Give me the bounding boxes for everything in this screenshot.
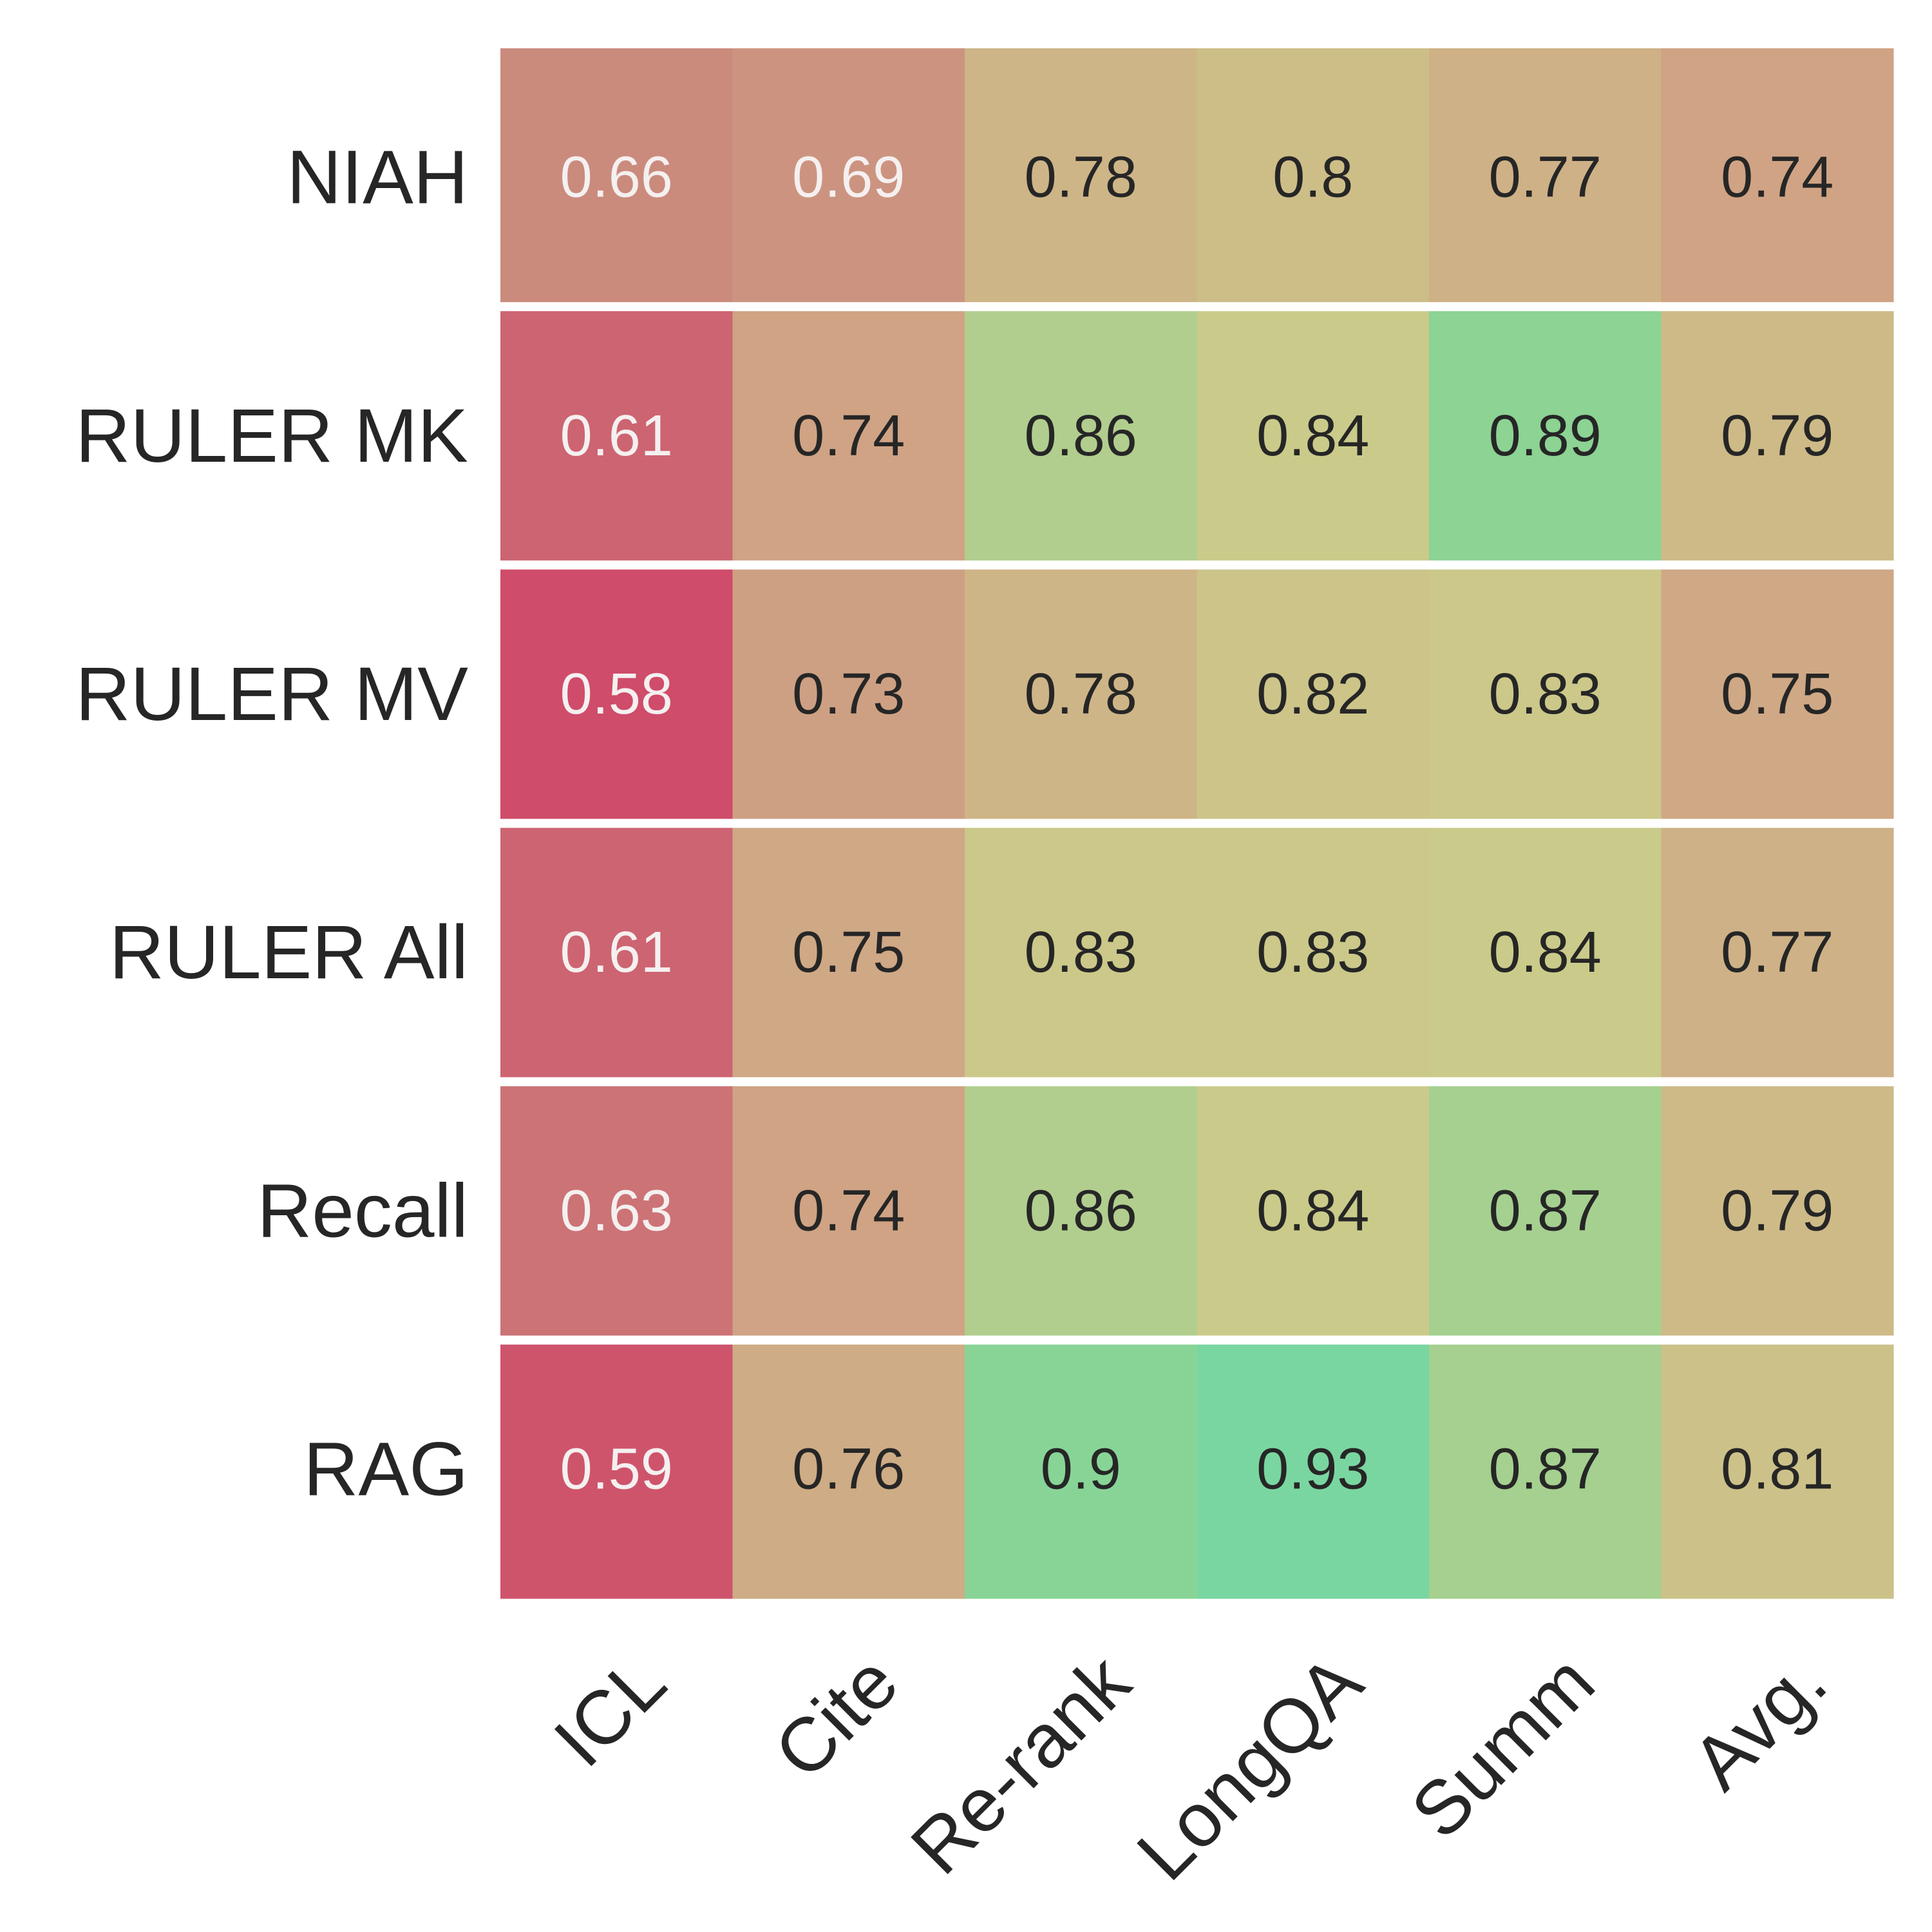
y-tick-label: RULER All bbox=[109, 910, 468, 995]
heatmap-cell-value: 0.69 bbox=[792, 146, 905, 210]
heatmap-cell bbox=[1197, 48, 1430, 307]
heatmap-cell bbox=[1197, 823, 1430, 1083]
heatmap-cell bbox=[500, 823, 734, 1083]
row-separator bbox=[499, 1335, 1895, 1345]
heatmap-cell bbox=[732, 823, 965, 1083]
heatmap-cell-value: 0.86 bbox=[1025, 404, 1137, 468]
heatmap-cell-value: 0.58 bbox=[560, 662, 673, 726]
heatmap-cell-value: 0.75 bbox=[792, 920, 905, 985]
heatmap-cell bbox=[965, 565, 1198, 824]
row-separators bbox=[499, 302, 1895, 1345]
heatmap-cell-value: 0.77 bbox=[1721, 920, 1833, 985]
y-tick-label: RULER MK bbox=[75, 393, 468, 478]
heatmap-cell bbox=[1661, 1081, 1894, 1341]
heatmap-cell bbox=[500, 1081, 734, 1341]
heatmap-cell bbox=[500, 307, 734, 565]
x-tick-label: Re-rank bbox=[895, 1639, 1147, 1891]
heatmap-cell-value: 0.84 bbox=[1256, 1179, 1369, 1243]
heatmap-cell bbox=[1429, 1081, 1662, 1341]
heatmap-cell-value: 0.73 bbox=[792, 662, 905, 726]
heatmap-cell bbox=[1429, 565, 1662, 824]
heatmap-cell bbox=[732, 48, 965, 307]
heatmap-cell-value: 0.82 bbox=[1256, 662, 1369, 726]
heatmap-cell bbox=[965, 1081, 1198, 1341]
heatmap-cell-value: 0.84 bbox=[1489, 920, 1602, 985]
heatmap-cell bbox=[500, 1340, 734, 1599]
row-separator bbox=[499, 560, 1895, 570]
heatmap-cell-value: 0.86 bbox=[1025, 1179, 1137, 1243]
heatmap-cell bbox=[1661, 307, 1894, 565]
heatmap-cell-value: 0.9 bbox=[1041, 1437, 1121, 1501]
heatmap-cell-value: 0.63 bbox=[560, 1179, 673, 1243]
heatmap-cell-value: 0.59 bbox=[560, 1437, 673, 1501]
heatmap-cell bbox=[732, 565, 965, 824]
heatmap-cell bbox=[732, 1081, 965, 1341]
heatmap-cell-value: 0.75 bbox=[1721, 662, 1833, 726]
heatmap-cell-value: 0.83 bbox=[1256, 920, 1369, 985]
heatmap-cell-value: 0.61 bbox=[560, 404, 673, 468]
heatmap-cell-value: 0.74 bbox=[792, 404, 905, 468]
heatmap-cell bbox=[732, 1340, 965, 1599]
heatmap-cell-value: 0.89 bbox=[1489, 404, 1602, 468]
heatmap-cell bbox=[1197, 565, 1430, 824]
x-tick-label: Summ bbox=[1396, 1639, 1611, 1854]
heatmap-cell-value: 0.66 bbox=[560, 146, 673, 210]
y-tick-label: NIAH bbox=[287, 135, 468, 220]
heatmap-cell bbox=[1197, 1081, 1430, 1341]
heatmap-cell-value: 0.83 bbox=[1489, 662, 1602, 726]
heatmap-cell bbox=[965, 48, 1198, 307]
heatmap-cell-value: 0.74 bbox=[1721, 146, 1833, 210]
row-separator bbox=[499, 302, 1895, 312]
heatmap-cell-value: 0.81 bbox=[1721, 1437, 1833, 1501]
row-separator bbox=[499, 1077, 1895, 1086]
heatmap-cell-value: 0.76 bbox=[792, 1437, 905, 1501]
y-tick-label: RULER MV bbox=[75, 652, 468, 737]
heatmap-cell bbox=[965, 1340, 1198, 1599]
heatmap-cell-value: 0.87 bbox=[1489, 1437, 1602, 1501]
heatmap-cell bbox=[500, 48, 734, 307]
heatmap-cell bbox=[732, 307, 965, 565]
heatmap-cell bbox=[1661, 823, 1894, 1083]
row-separator bbox=[499, 819, 1895, 828]
heatmap-cell bbox=[1661, 48, 1894, 307]
y-tick-label: RAG bbox=[303, 1426, 468, 1511]
heatmap-cell bbox=[1429, 48, 1662, 307]
heatmap-cell-value: 0.83 bbox=[1025, 920, 1137, 985]
x-tick-label: LongQA bbox=[1121, 1639, 1379, 1897]
heatmap-cell bbox=[1197, 307, 1430, 565]
heatmap-cells bbox=[500, 48, 1894, 1599]
heatmap-cell bbox=[1661, 1340, 1894, 1599]
y-tick-label: Recall bbox=[257, 1168, 468, 1253]
heatmap-cell-value: 0.74 bbox=[792, 1179, 905, 1243]
heatmap-cell bbox=[1429, 307, 1662, 565]
heatmap-cell-value: 0.78 bbox=[1025, 662, 1137, 726]
heatmap-cell bbox=[1197, 1340, 1430, 1599]
heatmap-cell-value: 0.77 bbox=[1489, 146, 1602, 210]
heatmap-cell-value: 0.79 bbox=[1721, 404, 1833, 468]
heatmap-cell-value: 0.8 bbox=[1273, 146, 1353, 210]
heatmap-cell bbox=[965, 823, 1198, 1083]
y-axis-tick-labels: NIAH RULER MK RULER MV RULER All Recall RAG bbox=[75, 135, 468, 1512]
x-tick-label: ICL bbox=[538, 1639, 682, 1783]
heatmap-value-labels: 0.66 0.69 0.78 0.8 0.77 0.74 0.61 0.74 0.86 0.84 0… bbox=[560, 146, 1834, 1502]
x-tick-label: Avg. bbox=[1676, 1639, 1843, 1806]
heatmap-cell-value: 0.79 bbox=[1721, 1179, 1833, 1243]
x-tick-label: Cite bbox=[759, 1639, 914, 1795]
heatmap-cell-value: 0.93 bbox=[1256, 1437, 1369, 1501]
heatmap-cell bbox=[1429, 823, 1662, 1083]
heatmap-cell bbox=[500, 565, 734, 824]
heatmap-cell-value: 0.78 bbox=[1025, 146, 1137, 210]
heatmap-cell bbox=[1661, 565, 1894, 824]
heatmap-cell-value: 0.87 bbox=[1489, 1179, 1602, 1243]
heatmap-cell-value: 0.84 bbox=[1256, 404, 1369, 468]
heatmap-cell-value: 0.61 bbox=[560, 920, 673, 985]
heatmap-cell bbox=[965, 307, 1198, 565]
heatmap-cell bbox=[1429, 1340, 1662, 1599]
